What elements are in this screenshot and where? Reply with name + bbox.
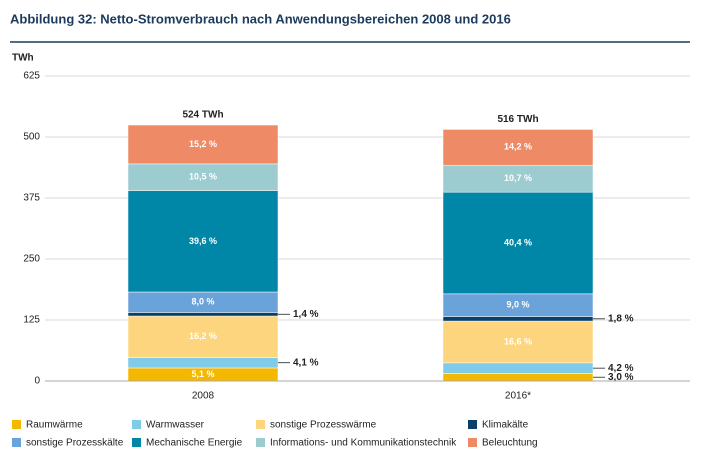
value-label: 10,5 % — [189, 172, 217, 182]
chart-title: Abbildung 32: Netto-Stromverbrauch nach … — [10, 11, 511, 26]
value-label: 14,2 % — [504, 142, 532, 152]
total-label: 524 TWh — [182, 110, 223, 121]
value-label: 1,4 % — [293, 309, 319, 320]
bar-segment — [127, 357, 279, 369]
bar-segment — [127, 315, 279, 358]
value-label: 15,2 % — [189, 139, 217, 149]
x-tick-label: 2016* — [505, 391, 531, 402]
bar-segment — [442, 320, 594, 364]
bar-segment — [442, 362, 594, 374]
legend-swatch — [12, 420, 21, 429]
value-label: 3,0 % — [608, 372, 634, 383]
legend-swatch — [256, 420, 265, 429]
value-label: 16,6 % — [504, 336, 532, 346]
legend-swatch — [468, 420, 477, 429]
legend-label: Mechanische Energie — [146, 438, 243, 449]
value-label: 4,1 % — [293, 357, 319, 368]
bar-segment — [127, 312, 279, 317]
value-label: 16,2 % — [189, 331, 217, 341]
value-label: 39,6 % — [189, 236, 217, 246]
bar-segment — [127, 163, 279, 192]
y-tick-label: 625 — [23, 71, 40, 82]
legend-swatch — [132, 438, 141, 447]
value-label: 5,1 % — [191, 369, 214, 379]
y-tick-label: 500 — [23, 132, 40, 143]
legend-label: sonstige Prozesswärme — [270, 420, 377, 431]
legend-label: Warmwasser — [146, 420, 205, 431]
legend-swatch — [468, 438, 477, 447]
bar-segment — [442, 164, 594, 193]
value-label: 10,7 % — [504, 173, 532, 183]
legend-swatch — [132, 420, 141, 429]
total-label: 516 TWh — [497, 114, 538, 125]
y-tick-label: 250 — [23, 254, 40, 265]
bar-segment — [127, 124, 279, 165]
legend-label: Raumwärme — [26, 420, 83, 431]
legend-label: Beleuchtung — [482, 438, 538, 449]
bar-segment — [442, 129, 594, 166]
value-label: 40,4 % — [504, 237, 532, 247]
bar-segment — [127, 190, 279, 293]
value-label: 1,8 % — [608, 313, 634, 324]
value-label: 8,0 % — [191, 297, 214, 307]
legend-label: sonstige Prozesskälte — [26, 438, 124, 449]
legend-label: Informations- und Kommunikationstechnik — [270, 438, 457, 449]
legend-label: Klimakälte — [482, 420, 529, 431]
y-tick-label: 0 — [34, 376, 40, 387]
value-label: 9,0 % — [506, 300, 529, 310]
bar-segment — [442, 316, 594, 322]
y-tick-label: 125 — [23, 315, 40, 326]
legend-swatch — [256, 438, 265, 447]
x-tick-label: 2008 — [192, 391, 215, 402]
legend-swatch — [12, 438, 21, 447]
y-tick-label: 375 — [23, 193, 40, 204]
y-axis-label: TWh — [12, 53, 34, 64]
bar-segment — [442, 373, 594, 382]
value-label: 4,2 % — [608, 363, 634, 374]
